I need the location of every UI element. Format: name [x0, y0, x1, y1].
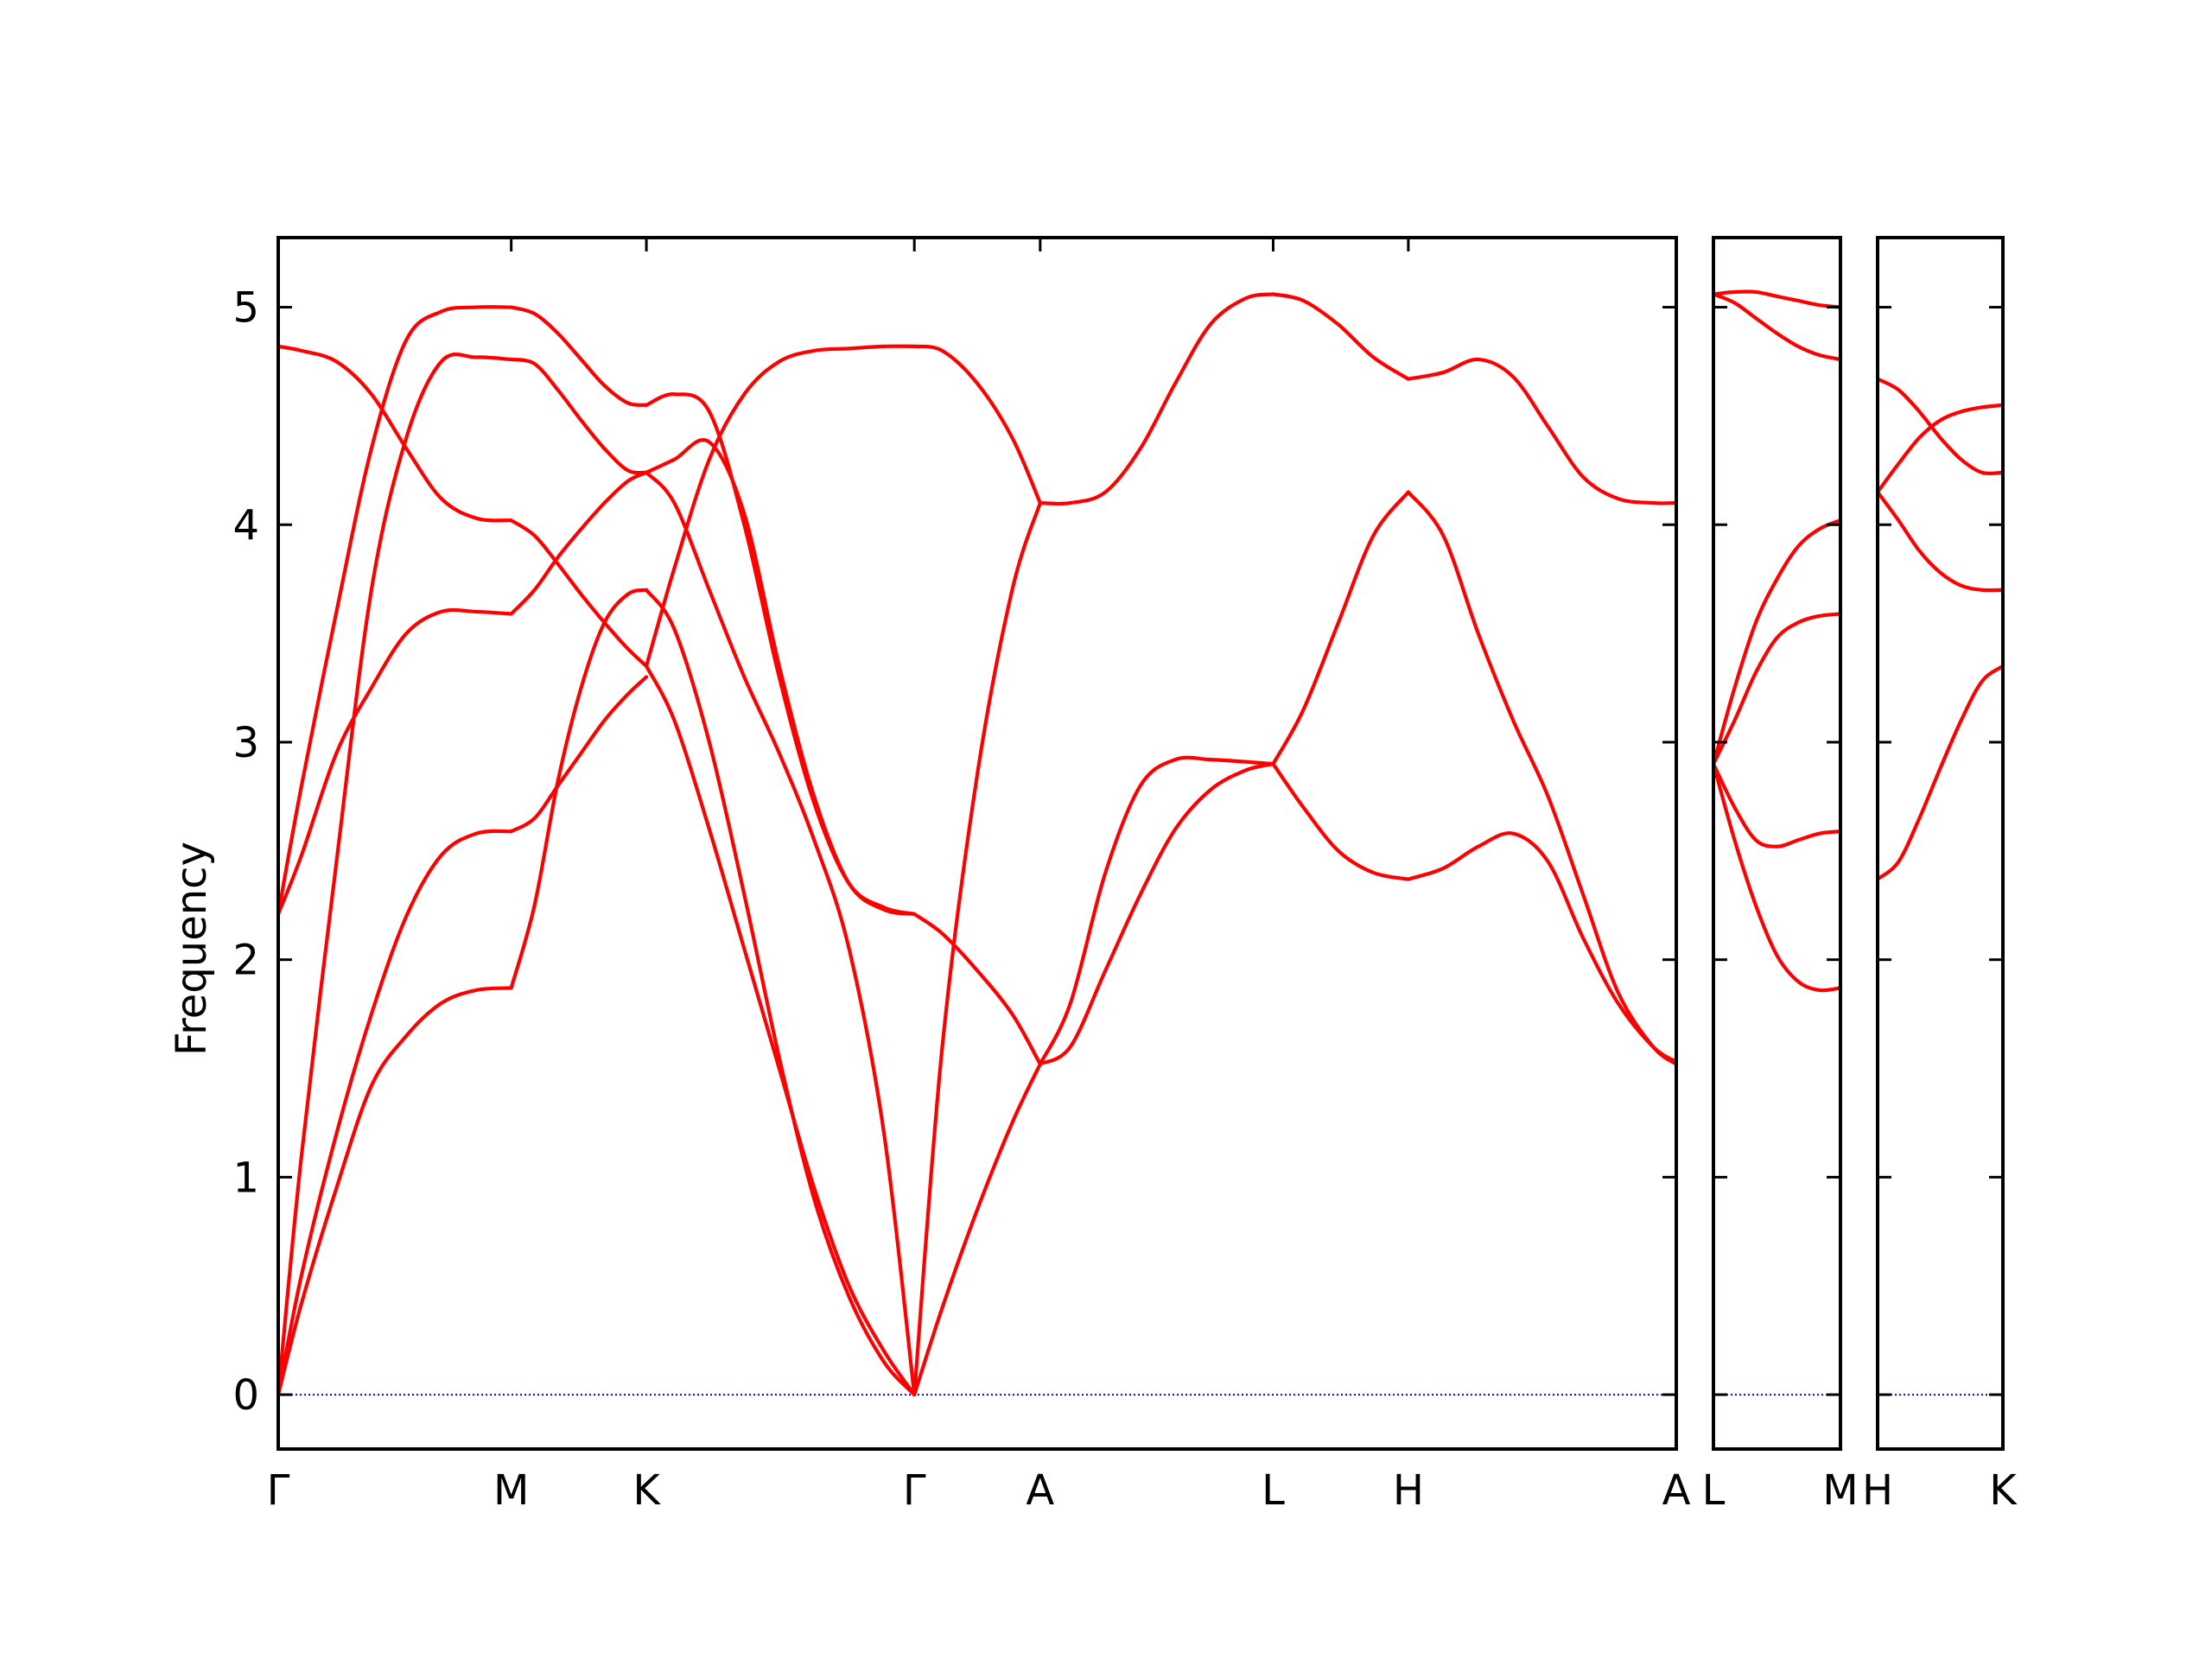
band-line-p2-s1-b4: [1713, 518, 1840, 766]
band-line-p1-s4-b2: [912, 912, 1042, 1066]
band-lines: [278, 292, 1676, 1397]
panel-frame: [276, 236, 1678, 1451]
band-line-p1-s1-b2: [278, 829, 513, 1397]
band-line-p1-s2-b6: [509, 305, 649, 407]
band-line-p3-s1-b1: [1878, 664, 2003, 881]
k-point-label: A: [1026, 1466, 1054, 1515]
band-line-p1-s1-b4: [278, 607, 513, 916]
y-axis-label: Frequency: [168, 842, 216, 1056]
y-tick-label: 3: [232, 719, 259, 767]
band-line-p1-s5-b3: [1038, 292, 1275, 506]
band-line-p3-s1-b4: [1878, 377, 2003, 476]
band-line-p1-s1-b1: [278, 986, 513, 1397]
band-line-p1-s7-b3: [1406, 357, 1676, 505]
k-point-label: M: [1822, 1466, 1858, 1515]
band-line-p2-s1-b1: [1713, 762, 1840, 993]
band-line-p1-s2-b3: [509, 470, 649, 616]
k-point-label: A: [1662, 1466, 1691, 1515]
band-lines: [1713, 289, 1840, 993]
k-point-label: M: [493, 1466, 529, 1515]
band-line-p2-s1-b3: [1713, 612, 1840, 766]
band-line-p3-s1-b2: [1878, 490, 2003, 593]
band-line-p1-s7-b1: [1406, 490, 1676, 1066]
k-point-label: H: [1393, 1466, 1424, 1515]
y-tick-label: 0: [232, 1371, 259, 1420]
band-line-p1-s4-b1: [912, 1062, 1042, 1397]
band-lines: [1878, 377, 2003, 881]
band-line-p2-s1-b5: [1713, 292, 1840, 362]
band-line-p1-s6-b3: [1271, 292, 1410, 381]
y-tick-label: 1: [232, 1154, 259, 1202]
y-tick-label: 5: [232, 284, 259, 333]
band-line-p1-s4-b4: [912, 344, 1042, 505]
y-tick-label: 4: [232, 501, 259, 550]
k-point-label: Γ: [267, 1466, 290, 1515]
band-line-p1-s3-b6: [644, 344, 917, 668]
k-point-label: K: [632, 1466, 661, 1515]
k-point-label: L: [1262, 1466, 1285, 1515]
band-line-p1-s6-b2: [1271, 762, 1410, 881]
band-line-p1-s2-b5: [509, 357, 649, 475]
band-line-p1-s6-b1: [1271, 490, 1410, 766]
band-line-p1-s3-b3: [644, 470, 917, 1397]
band-line-p1-s3-b5: [644, 392, 917, 916]
k-point-label: H: [1862, 1466, 1893, 1515]
panel-1: 0 1 2 3 4 5 Γ M K Γ A L H A: [232, 236, 1691, 1515]
band-line-p2-s1-b2: [1713, 762, 1840, 849]
band-line-p1-s5-b1: [1038, 762, 1275, 1066]
k-point-label: L: [1702, 1466, 1726, 1515]
panel-frame: [1712, 236, 1842, 1451]
band-line-p1-s3-b1: [644, 588, 917, 1397]
band-line-p1-s2-b4: [509, 518, 649, 668]
k-point-label: K: [1989, 1466, 2018, 1515]
band-line-p2-s1-b6: [1713, 289, 1840, 309]
band-line-p1-s7-b2: [1406, 831, 1676, 1065]
band-line-p3-s1-b3: [1878, 403, 2003, 494]
band-line-p1-s2-b2: [509, 675, 649, 834]
band-line-p1-s1-b6: [278, 344, 513, 523]
band-line-p1-s1-b3: [278, 353, 513, 1397]
band-line-p1-s1-b5: [278, 305, 513, 916]
k-point-label: Γ: [903, 1466, 926, 1515]
band-line-p1-s3-b2: [644, 664, 917, 1397]
band-line-p1-s5-b2: [1038, 755, 1275, 1066]
y-tick-label: 2: [232, 937, 259, 985]
band-line-p1-s2-b1: [509, 588, 649, 990]
band-line-p1-s4-b3: [912, 500, 1042, 1397]
panel-frame: [1876, 236, 2005, 1451]
